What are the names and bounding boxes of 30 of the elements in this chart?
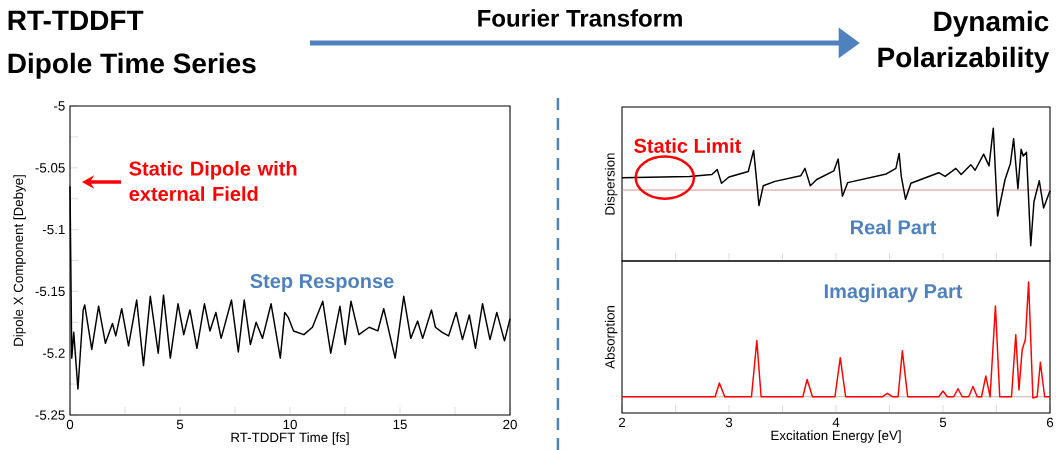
annotation: Static Dipole with external Field	[129, 160, 297, 201]
x-tick-label: 10	[283, 419, 297, 430]
y-tick-label: -5.15	[35, 286, 65, 297]
y-axis-title: Dispersion	[604, 153, 618, 215]
annotation: Static Limit	[634, 138, 742, 153]
y-axis-title: Absorption	[604, 306, 618, 369]
chart-title: Dynamic Polarizability	[878, 10, 1050, 73]
x-tick-label: 5	[176, 419, 184, 430]
x-tick-label: 3	[725, 417, 733, 428]
x-tick-label: 6	[1046, 417, 1054, 428]
y-axis-title: Dipole X Component [Debye]	[13, 175, 26, 346]
x-tick-label: 5	[939, 417, 947, 428]
y-tick-label: -5	[54, 101, 65, 111]
y-tick-label: -5.05	[35, 163, 65, 173]
chart-title: RT-TDDFT	[8, 10, 144, 30]
y-tick-label: -5.1	[42, 224, 65, 235]
x-tick-label: 4	[832, 417, 840, 427]
text: Fourier Transform	[478, 9, 682, 27]
x-axis-title: RT-TDDFT Time [fs]	[231, 432, 349, 445]
chart-subtitle: Dipole Time Series	[8, 52, 256, 79]
x-tick-label: 2	[618, 417, 626, 428]
annotation: Imaginary Part	[824, 283, 963, 303]
x-axis-title: Excitation Energy [eV]	[771, 430, 901, 443]
y-tick-label: -5.2	[42, 348, 65, 358]
x-tick-label: 15	[393, 419, 407, 430]
annotation: Real Part	[851, 219, 937, 235]
y-tick-label: -5.25	[35, 410, 65, 420]
x-tick-label: 0	[66, 419, 74, 430]
annotation: Step Response	[250, 273, 394, 293]
x-tick-label: 20	[503, 419, 517, 430]
